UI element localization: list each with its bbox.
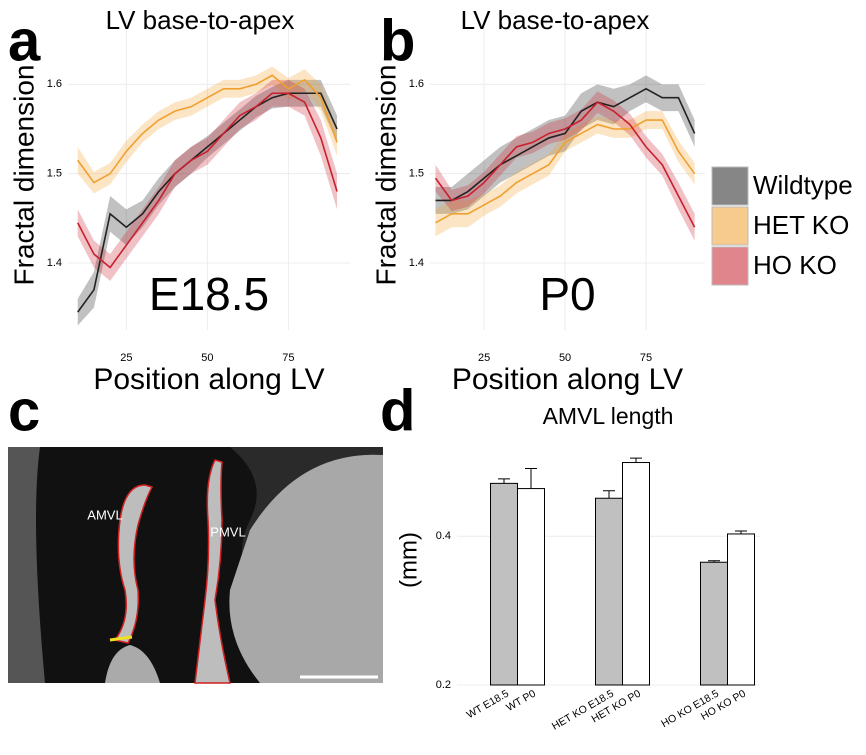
- chart-title: LV base-to-apex: [461, 5, 650, 35]
- panel-label: c: [8, 378, 40, 443]
- annotation: E18.5: [149, 268, 269, 320]
- y-axis-label: Fractal dimension: [8, 65, 39, 286]
- ct-image: AMVL PMVL: [8, 447, 383, 683]
- x-tick-label: WT P0: [504, 688, 538, 714]
- bar: [518, 489, 545, 685]
- y-axis-label: Fractal dimension: [370, 65, 401, 286]
- x-axis-label: Position along LV: [452, 363, 683, 396]
- y-tick-label: 0.2: [436, 679, 451, 691]
- legend-swatch: [712, 167, 748, 205]
- bar: [701, 562, 728, 685]
- panel-label: b: [380, 8, 415, 73]
- y-tick-label: 1.5: [47, 168, 62, 180]
- legend-label: HET KO: [753, 210, 849, 240]
- y-tick-label: 1.6: [409, 78, 424, 90]
- legend-swatch: [712, 247, 748, 285]
- y-axis-label: (mm): [395, 532, 422, 588]
- y-tick-label: 1.6: [47, 78, 62, 90]
- y-tick-label: 1.4: [409, 257, 424, 269]
- panel-label: a: [8, 8, 41, 73]
- legend-swatch: [712, 207, 748, 245]
- panel-label: d: [380, 378, 415, 443]
- bar: [491, 483, 518, 685]
- annotation: P0: [539, 268, 595, 320]
- chart-title: LV base-to-apex: [106, 5, 295, 35]
- chart-title: AMVL length: [543, 403, 674, 429]
- y-tick-label: 1.5: [409, 168, 424, 180]
- y-tick-label: 0.4: [436, 530, 451, 542]
- figure: AMVL PMVL c 1.41.51.6255075LV base-to-ap…: [0, 0, 866, 750]
- legend-label: Wildtype: [753, 170, 853, 200]
- image-label: PMVL: [210, 524, 245, 539]
- y-tick-label: 1.4: [47, 257, 62, 269]
- bar: [728, 534, 755, 685]
- x-axis-label: Position along LV: [93, 363, 324, 396]
- bar: [623, 463, 650, 685]
- bar: [596, 498, 623, 685]
- image-label: AMVL: [87, 507, 122, 522]
- legend-label: HO KO: [753, 250, 837, 280]
